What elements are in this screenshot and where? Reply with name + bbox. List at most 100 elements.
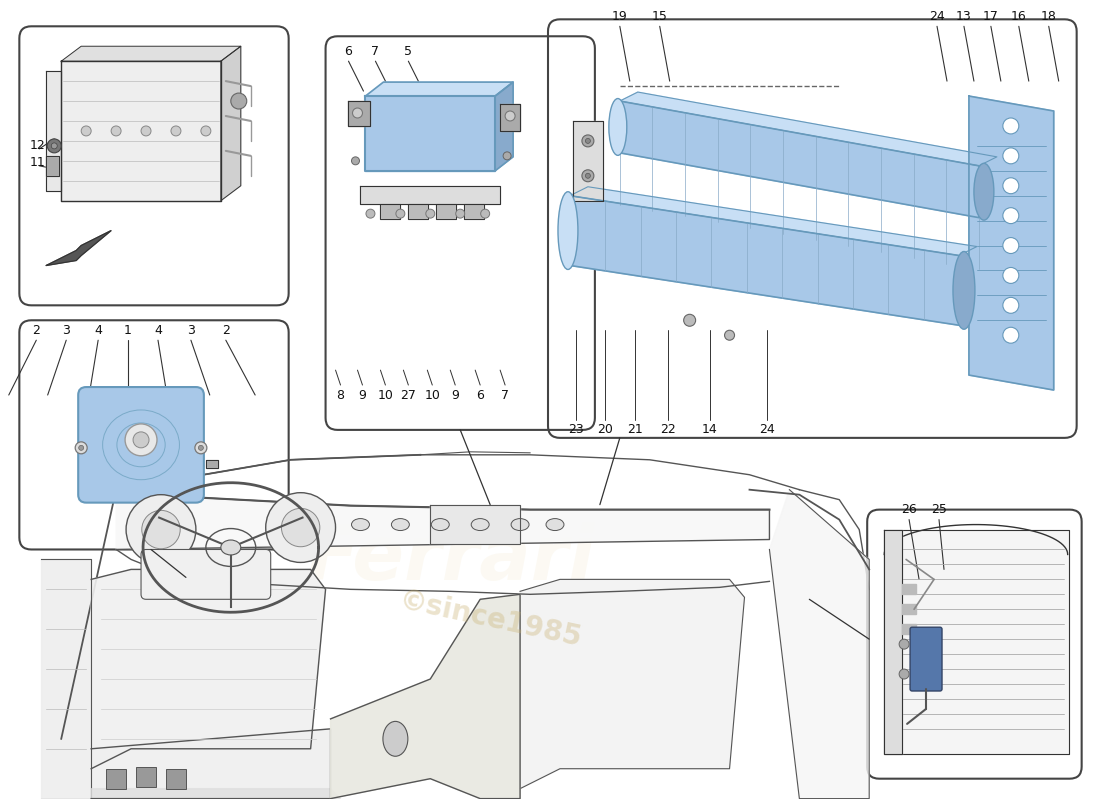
FancyBboxPatch shape xyxy=(78,387,204,502)
Text: 23: 23 xyxy=(568,423,584,436)
Ellipse shape xyxy=(974,163,994,220)
Circle shape xyxy=(52,143,57,149)
Polygon shape xyxy=(969,96,1054,390)
Text: 7: 7 xyxy=(372,45,379,58)
Text: 17: 17 xyxy=(983,10,999,23)
Ellipse shape xyxy=(431,518,449,530)
Polygon shape xyxy=(46,71,62,190)
Text: 6: 6 xyxy=(344,45,352,58)
Circle shape xyxy=(481,209,490,218)
Text: 10: 10 xyxy=(377,389,394,402)
Circle shape xyxy=(142,510,180,549)
Circle shape xyxy=(1003,238,1019,254)
FancyBboxPatch shape xyxy=(910,627,942,691)
Bar xyxy=(106,769,127,789)
Circle shape xyxy=(111,126,121,136)
Polygon shape xyxy=(365,82,513,96)
Text: 3: 3 xyxy=(187,324,195,337)
Polygon shape xyxy=(570,186,977,255)
Text: 21: 21 xyxy=(627,423,642,436)
FancyBboxPatch shape xyxy=(141,550,271,599)
Polygon shape xyxy=(902,604,916,614)
Text: 25: 25 xyxy=(931,503,947,516)
Circle shape xyxy=(231,93,246,109)
Circle shape xyxy=(725,330,735,340)
Text: 27: 27 xyxy=(400,389,416,402)
Polygon shape xyxy=(570,196,959,326)
Circle shape xyxy=(1003,267,1019,283)
Polygon shape xyxy=(769,490,869,798)
Circle shape xyxy=(366,209,375,218)
Circle shape xyxy=(352,108,363,118)
Polygon shape xyxy=(117,490,769,550)
Circle shape xyxy=(198,446,204,450)
Ellipse shape xyxy=(352,518,370,530)
Circle shape xyxy=(1003,327,1019,343)
Text: Ferrari: Ferrari xyxy=(306,522,594,597)
Polygon shape xyxy=(365,96,495,170)
Circle shape xyxy=(133,432,148,448)
Polygon shape xyxy=(361,186,500,204)
Circle shape xyxy=(585,174,591,178)
Text: 22: 22 xyxy=(660,423,675,436)
Circle shape xyxy=(126,494,196,565)
Text: 4: 4 xyxy=(95,324,102,337)
Text: 15: 15 xyxy=(652,10,668,23)
Text: 1: 1 xyxy=(124,324,132,337)
Ellipse shape xyxy=(609,98,627,155)
Polygon shape xyxy=(464,204,484,218)
Ellipse shape xyxy=(471,518,490,530)
Circle shape xyxy=(170,126,180,136)
Circle shape xyxy=(396,209,405,218)
Circle shape xyxy=(426,209,434,218)
Circle shape xyxy=(75,442,87,454)
Polygon shape xyxy=(91,729,331,798)
Polygon shape xyxy=(42,559,91,798)
Circle shape xyxy=(505,111,515,121)
Polygon shape xyxy=(902,584,916,594)
Polygon shape xyxy=(902,624,916,634)
Polygon shape xyxy=(884,530,1069,754)
Ellipse shape xyxy=(221,540,241,555)
Ellipse shape xyxy=(558,192,578,270)
Circle shape xyxy=(582,135,594,147)
Polygon shape xyxy=(348,101,371,126)
Text: 3: 3 xyxy=(63,324,70,337)
Text: 2: 2 xyxy=(32,324,41,337)
Polygon shape xyxy=(619,101,979,218)
Circle shape xyxy=(503,152,512,160)
Polygon shape xyxy=(46,230,111,266)
Text: 5: 5 xyxy=(405,45,412,58)
Polygon shape xyxy=(62,61,221,201)
Polygon shape xyxy=(430,505,520,545)
Circle shape xyxy=(582,170,594,182)
Circle shape xyxy=(1003,298,1019,314)
Text: 19: 19 xyxy=(612,10,628,23)
Ellipse shape xyxy=(383,722,408,756)
Text: 24: 24 xyxy=(930,10,945,23)
Text: 13: 13 xyxy=(956,10,971,23)
Polygon shape xyxy=(408,204,428,218)
Text: 9: 9 xyxy=(359,389,366,402)
Polygon shape xyxy=(91,789,341,798)
Text: 24: 24 xyxy=(760,423,775,436)
Polygon shape xyxy=(62,46,241,61)
Text: 14: 14 xyxy=(702,423,717,436)
Ellipse shape xyxy=(953,251,975,330)
Circle shape xyxy=(684,314,695,326)
Text: 18: 18 xyxy=(1041,10,1057,23)
Polygon shape xyxy=(206,460,218,468)
Text: 9: 9 xyxy=(451,389,459,402)
Text: 26: 26 xyxy=(901,503,917,516)
Circle shape xyxy=(266,493,336,562)
Polygon shape xyxy=(221,46,241,201)
Text: 2: 2 xyxy=(222,324,230,337)
Text: 8: 8 xyxy=(337,389,344,402)
Circle shape xyxy=(352,157,360,165)
Circle shape xyxy=(899,669,909,679)
Circle shape xyxy=(125,424,157,456)
Text: 16: 16 xyxy=(1011,10,1026,23)
Polygon shape xyxy=(884,530,902,754)
Polygon shape xyxy=(331,594,520,798)
Circle shape xyxy=(1003,178,1019,194)
